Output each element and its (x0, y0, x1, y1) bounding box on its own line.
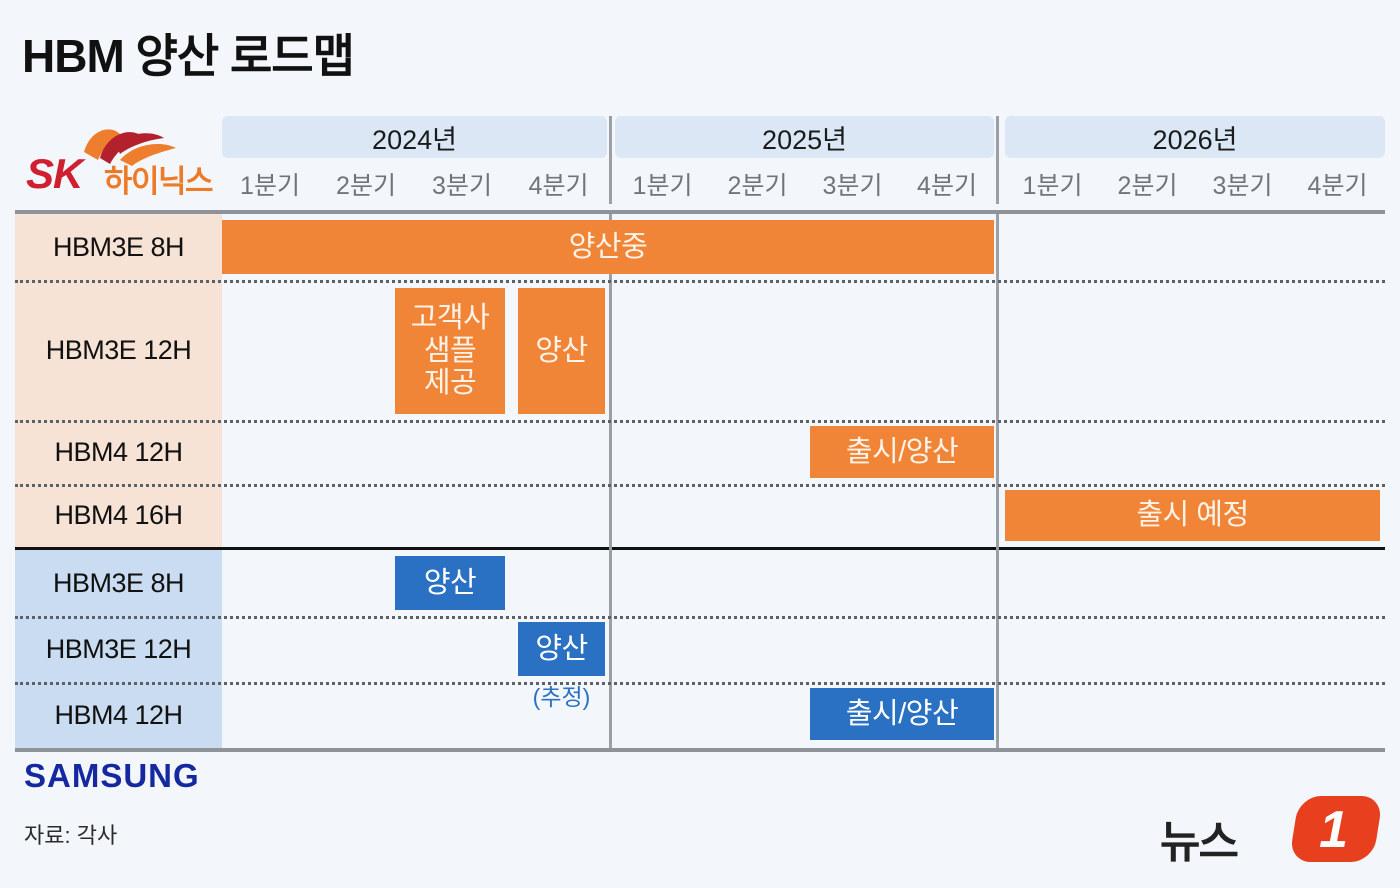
row-label-skhynix-hbm4-16h: HBM4 16H (15, 484, 222, 547)
quarter-2024-q1: 1분기 (240, 172, 300, 200)
grid-top-border (15, 210, 1385, 214)
sk-hynix-butterfly-icon (84, 129, 176, 166)
source-note: 자료: 각사 (24, 823, 118, 848)
hynix-logo-text: 하이닉스 (104, 164, 214, 199)
quarter-2025-q3: 3분기 (822, 172, 883, 200)
row-label-samsung-hbm4-12h: HBM4 12H (15, 682, 222, 748)
year-group-2024: 2024년 (222, 116, 607, 158)
chart-body: HBM3E 8H HBM3E 12H HBM4 12H HBM4 16H HBM… (15, 210, 1385, 752)
row-label-skhynix-hbm4-12h: HBM4 12H (15, 420, 222, 484)
row-separator-2 (15, 420, 1385, 423)
quarter-2026-q2: 2분기 (1117, 172, 1178, 200)
quarter-2024-q4: 4분기 (528, 172, 589, 200)
bar-skhynix-hbm4-16h-launch-planned: 출시 예정 (1005, 490, 1380, 541)
roadmap-chart: 2024년 1분기 2분기 3분기 4분기 2025년 1분기 2분기 3분기 … (15, 112, 1385, 752)
note-samsung-hbm3e-12h-estimated: (추정) (532, 684, 591, 710)
bar-skhynix-hbm3e-12h-mass-production: 양산 (518, 288, 605, 414)
quarter-2025-q4: 4분기 (917, 172, 977, 200)
row-separator-3 (15, 484, 1385, 487)
row-separator-1 (15, 280, 1385, 283)
quarter-2025-q1: 1분기 (632, 172, 693, 200)
quarter-2026-q4: 4분기 (1307, 172, 1368, 200)
news1-number: 1 (1319, 801, 1348, 859)
row-label-samsung-hbm3e-12h: HBM3E 12H (15, 616, 222, 682)
row-label-skhynix-hbm3e-8h: HBM3E 8H (15, 214, 222, 280)
quarter-2025-q2: 2분기 (727, 172, 788, 200)
quarter-2026-q3: 3분기 (1212, 172, 1273, 200)
bar-samsung-hbm3e-8h-mass-production: 양산 (395, 556, 505, 610)
row-separator-5 (15, 682, 1385, 685)
bar-samsung-hbm3e-12h-mass-production: 양산 (518, 622, 605, 676)
year-group-2026: 2026년 (1005, 116, 1385, 158)
sk-logo-text: SK (26, 150, 83, 197)
bar-line-1: 고객사 (410, 302, 490, 335)
row-label-samsung-hbm3e-8h: HBM3E 8H (15, 550, 222, 616)
sk-hynix-logo: SK 하이닉스 (24, 122, 220, 199)
bar-skhynix-hbm4-12h-launch-production: 출시/양산 (810, 426, 994, 478)
grid-bottom-border (15, 748, 1385, 752)
row-separator-4 (15, 616, 1385, 619)
row-label-skhynix-hbm3e-12h: HBM3E 12H (15, 280, 222, 420)
bar-line-3: 제공 (423, 367, 477, 400)
news1-watermark: 뉴스 1 (1160, 796, 1384, 867)
news1-word: 뉴스 (1160, 818, 1239, 867)
year-group-2025: 2025년 (615, 116, 994, 158)
chart-header: 2024년 1분기 2분기 3분기 4분기 2025년 1분기 2분기 3분기 … (15, 112, 1385, 210)
bar-skhynix-hbm3e-12h-customer-sample: 고객사 샘플 제공 (395, 288, 505, 414)
quarter-2024-q3: 3분기 (432, 172, 492, 200)
year-separator-2 (996, 116, 999, 204)
year-separator-1 (609, 116, 612, 204)
body-year-separator-1 (609, 214, 612, 748)
company-divider (15, 547, 1385, 550)
samsung-logo: SAMSUNG (24, 757, 200, 794)
quarter-2026-q1: 1분기 (1022, 172, 1083, 200)
page-title: HBM 양산 로드맵 (22, 30, 355, 82)
bar-samsung-hbm4-12h-launch-production: 출시/양산 (810, 688, 994, 740)
bar-skhynix-hbm3e-8h-mass-production: 양산중 (222, 220, 994, 274)
quarter-2024-q2: 2분기 (336, 172, 396, 200)
bar-line-2: 샘플 (423, 334, 477, 367)
body-year-separator-2 (996, 214, 999, 748)
